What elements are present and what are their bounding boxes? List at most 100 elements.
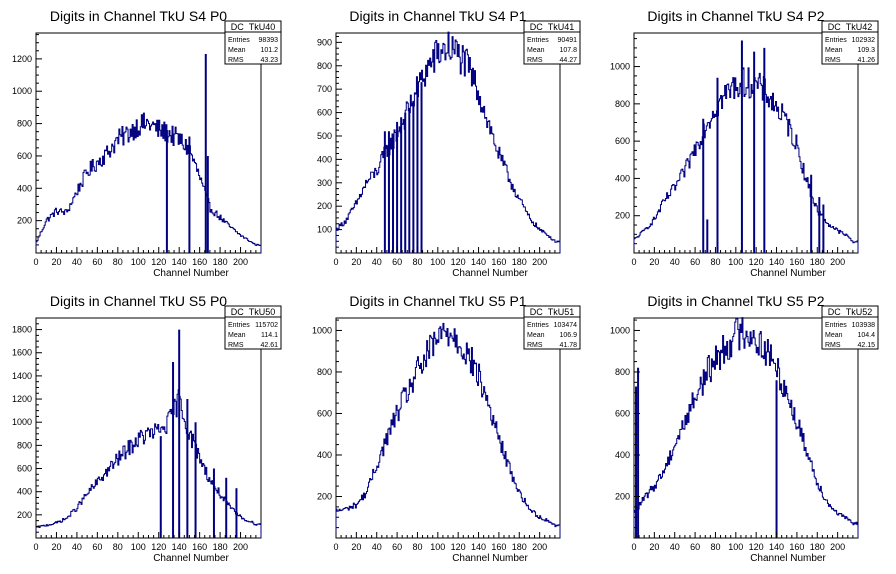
x-tick-label: 180: [213, 257, 228, 267]
stats-value: 106.9: [559, 332, 577, 339]
stats-name: DC_TkU41: [530, 22, 575, 32]
chart-title: Digits in Channel TkU S4 P0: [50, 8, 227, 24]
stats-label: Mean: [228, 47, 246, 54]
histogram-line: [335, 322, 561, 538]
y-tick-label: 300: [317, 178, 332, 188]
stats-value: 98393: [259, 37, 279, 44]
y-tick-label: 1000: [312, 325, 332, 335]
x-axis-label: Channel Number: [750, 268, 826, 279]
stats-box-frame: [523, 20, 581, 65]
y-tick-label: 600: [17, 464, 32, 474]
stats-label: Mean: [228, 332, 246, 339]
y-tick-label: 600: [317, 108, 332, 118]
stats-box: DC_TkU40 Entries 98393 Mean 101.2 RMS 43.23: [224, 20, 282, 65]
x-tick-label: 120: [749, 542, 764, 552]
stats-box: DC_TkU52 Entries 103938 Mean 104.4 RMS 42.15: [821, 305, 879, 350]
histogram-line: [633, 317, 859, 538]
x-tick-label: 140: [769, 542, 784, 552]
x-tick-label: 200: [532, 257, 547, 267]
stats-label: RMS: [825, 57, 841, 64]
stats-value: 90491: [558, 37, 578, 44]
x-tick-label: 160: [192, 542, 207, 552]
x-tick-label: 100: [728, 542, 743, 552]
chart-title: Digits in Channel TkU S5 P2: [647, 293, 824, 309]
y-tick-label: 800: [317, 367, 332, 377]
y-tick-label: 900: [317, 37, 332, 47]
x-tick-label: 40: [72, 542, 82, 552]
x-tick-label: 80: [710, 257, 720, 267]
stats-value: 104.4: [857, 332, 875, 339]
y-tick-label: 200: [17, 510, 32, 520]
stats-value: 103474: [554, 322, 577, 329]
x-tick-label: 140: [172, 257, 187, 267]
y-tick-label: 400: [317, 154, 332, 164]
plot-frame: [335, 32, 561, 254]
x-tick-label: 140: [471, 542, 486, 552]
stats-box-frame: [523, 305, 581, 350]
x-tick-label: 20: [351, 542, 361, 552]
stats-box-frame: [821, 20, 879, 65]
y-tick-label: 800: [615, 99, 630, 109]
stats-name: DC_TkU42: [828, 22, 873, 32]
stats-value: 43.23: [260, 57, 278, 64]
histogram-panel: Digits in Channel TkU S5 P2 0 20 40 60 80 100 1…: [610, 293, 879, 564]
y-tick-label: 1000: [12, 86, 32, 96]
x-tick-label: 180: [512, 257, 527, 267]
y-tick-label: 400: [317, 450, 332, 460]
stats-label: Mean: [825, 332, 843, 339]
stats-label: Entries: [527, 322, 549, 329]
y-tick-label: 800: [17, 440, 32, 450]
stats-value: 101.2: [260, 47, 278, 54]
x-tick-label: 200: [233, 542, 248, 552]
y-tick-label: 800: [615, 367, 630, 377]
x-tick-label: 160: [789, 542, 804, 552]
stats-label: Mean: [825, 47, 843, 54]
y-tick-label: 600: [615, 408, 630, 418]
x-tick-label: 200: [532, 542, 547, 552]
x-tick-label: 20: [649, 542, 659, 552]
x-axis-label: Channel Number: [750, 553, 826, 564]
stats-label: RMS: [527, 342, 543, 349]
stats-label: Mean: [527, 332, 545, 339]
chart-title: Digits in Channel TkU S4 P2: [647, 8, 824, 24]
stats-value: 102932: [852, 37, 875, 44]
x-tick-label: 180: [213, 542, 228, 552]
y-tick-label: 800: [317, 61, 332, 71]
x-tick-label: 160: [491, 542, 506, 552]
x-tick-label: 20: [649, 257, 659, 267]
y-tick-label: 100: [317, 225, 332, 235]
histogram-panel: Digits in Channel TkU S5 P0 0 20 40 60 80 100 1…: [12, 293, 282, 564]
stats-label: RMS: [825, 342, 841, 349]
x-tick-label: 40: [670, 257, 680, 267]
y-tick-label: 200: [615, 211, 630, 221]
plot-frame: [633, 317, 859, 539]
stats-name: DC_TkU40: [231, 22, 276, 32]
y-tick-label: 1000: [12, 417, 32, 427]
x-tick-label: 140: [769, 257, 784, 267]
stats-value: 109.3: [857, 47, 875, 54]
stats-label: RMS: [527, 57, 543, 64]
y-tick-label: 600: [615, 136, 630, 146]
y-tick-label: 400: [17, 183, 32, 193]
x-tick-label: 180: [810, 257, 825, 267]
stats-value: 107.8: [559, 47, 577, 54]
x-tick-label: 120: [749, 257, 764, 267]
x-tick-label: 0: [333, 542, 338, 552]
x-axis-label: Channel Number: [153, 553, 229, 564]
stats-label: Entries: [825, 322, 847, 329]
x-tick-label: 60: [690, 542, 700, 552]
x-tick-label: 120: [451, 542, 466, 552]
stats-label: Mean: [527, 47, 545, 54]
x-axis-label: Channel Number: [452, 268, 528, 279]
stats-value: 42.61: [260, 342, 278, 349]
stats-name: DC_TkU50: [231, 307, 276, 317]
histogram-panel: Digits in Channel TkU S5 P1 0 20 40 60 80 100 1…: [312, 293, 581, 564]
histogram-line: [633, 67, 859, 253]
y-tick-label: 200: [317, 491, 332, 501]
stats-box: DC_TkU41 Entries 90491 Mean 107.8 RMS 44.27: [523, 20, 581, 65]
y-tick-label: 1200: [12, 394, 32, 404]
stats-box: DC_TkU51 Entries 103474 Mean 106.9 RMS 41.78: [523, 305, 581, 350]
histogram-line: [335, 31, 561, 253]
stats-value: 115702: [255, 322, 278, 329]
stats-box: DC_TkU42 Entries 102932 Mean 109.3 RMS 41.26: [821, 20, 879, 65]
